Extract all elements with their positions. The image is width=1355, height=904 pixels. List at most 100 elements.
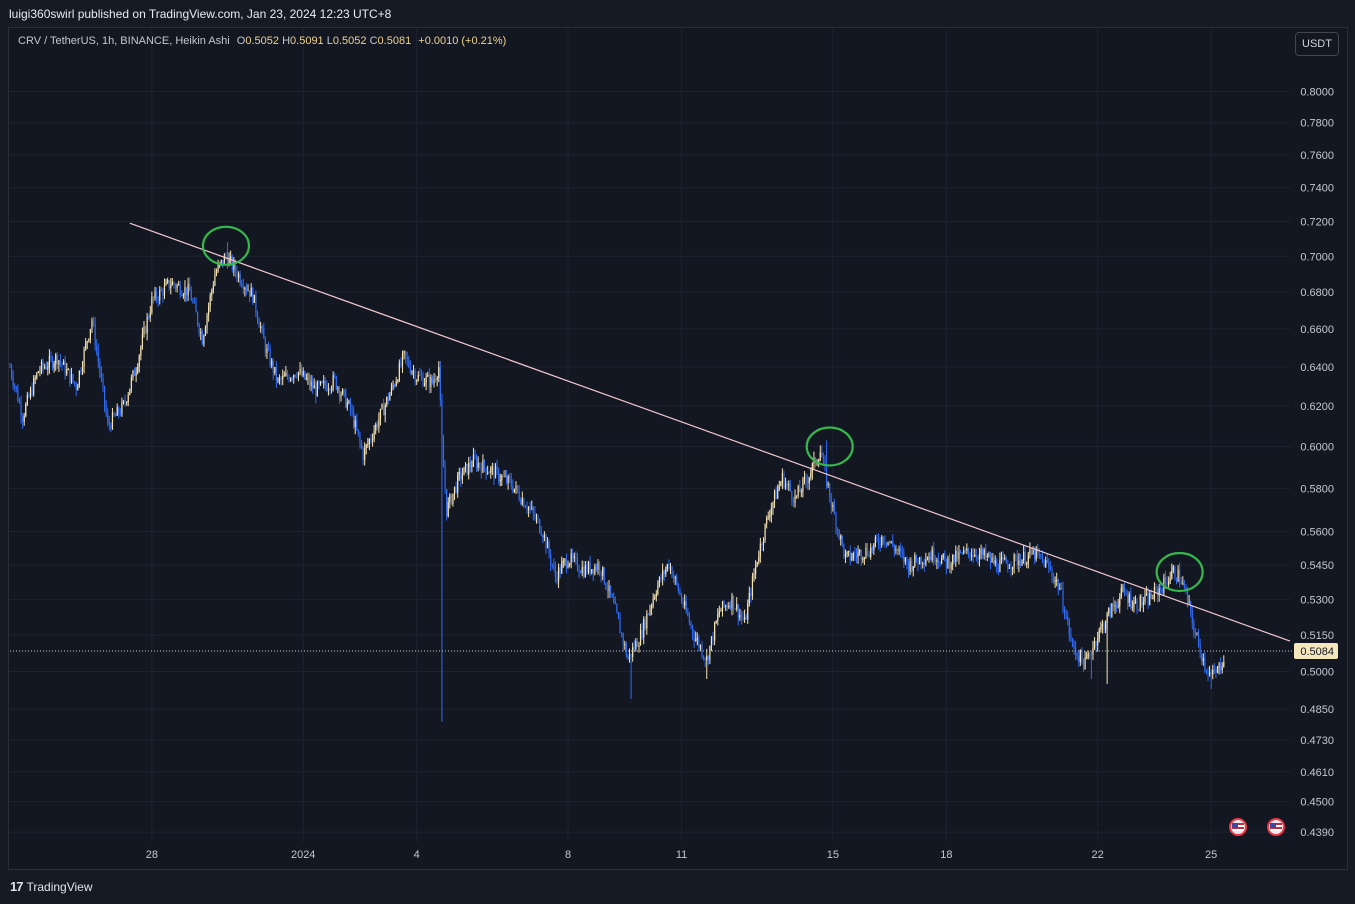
candle-body [75, 384, 77, 391]
candle-body [165, 282, 167, 286]
candle-body [170, 285, 172, 289]
y-axis-tick-label: 0.7000 [1300, 251, 1334, 263]
candle-body [450, 494, 452, 505]
candle-body [695, 638, 697, 641]
candle-body [849, 550, 851, 560]
candle-body [907, 562, 910, 572]
candle-body [1070, 634, 1072, 640]
candle-body [37, 371, 39, 373]
candle-body [721, 601, 724, 611]
candle-body [521, 498, 523, 505]
candle-body [113, 412, 115, 416]
candle-body [408, 359, 410, 367]
candle-body [1199, 642, 1201, 654]
candle-body [1207, 671, 1209, 675]
candle-body [143, 326, 145, 335]
candle-body [47, 367, 49, 370]
candle-body [879, 544, 881, 546]
candle-body [706, 656, 708, 661]
candle-body [321, 381, 323, 383]
us-flag-icon[interactable] [1267, 818, 1285, 836]
candle-body [551, 564, 553, 566]
candle-body [950, 564, 952, 569]
currency-button[interactable]: USDT [1295, 32, 1339, 56]
us-flag-icon[interactable] [1229, 818, 1247, 836]
candle-body [680, 594, 683, 602]
candle-body [1141, 595, 1143, 606]
candle-body [260, 327, 262, 329]
candle-body [1161, 589, 1163, 593]
candle-body [42, 361, 44, 368]
candle-body [1079, 650, 1081, 663]
candle-body [578, 569, 580, 573]
tradingview-logo[interactable]: 17 TradingView [10, 879, 93, 894]
candle-body [532, 507, 534, 514]
candle-body [482, 460, 484, 473]
candle-body [1059, 587, 1061, 590]
price-chart[interactable]: 0.8000 0.7800 0.7600 0.7400 0.7200 0.7000 0.68… [0, 0, 1355, 870]
candle-body [550, 554, 552, 565]
candle-body [780, 482, 782, 486]
candle-body [264, 338, 266, 354]
candle-body [44, 366, 46, 368]
candle-body [635, 641, 637, 650]
candle-body [520, 499, 522, 505]
candle-body [420, 375, 423, 377]
candle-body [627, 656, 629, 660]
candle-body [557, 567, 560, 582]
candle-body [146, 317, 148, 334]
candle-body [241, 283, 243, 286]
y-axis-tick-label: 0.4500 [1300, 797, 1334, 809]
candle-body [487, 472, 489, 474]
candle-body [844, 554, 847, 557]
candle-body [608, 585, 610, 592]
candle-body [255, 294, 257, 313]
candle-body [160, 289, 162, 291]
candle-body [699, 645, 702, 648]
candle-body [45, 366, 47, 370]
candle-body [338, 387, 341, 397]
chart-frame[interactable] [8, 27, 1348, 870]
candle-body [691, 625, 694, 634]
candle-body [698, 638, 700, 648]
candle-body [206, 315, 208, 328]
candle-body [280, 378, 282, 380]
candle-body [1212, 669, 1214, 675]
candle-body [688, 615, 691, 623]
trendline [129, 222, 1291, 642]
candle-body [357, 429, 359, 435]
candle-body [397, 380, 399, 382]
candle-body [152, 296, 155, 299]
candle-body [86, 341, 88, 343]
candle-body [969, 552, 971, 557]
candle-body [1067, 617, 1069, 621]
symbol-info[interactable]: CRV / TetherUS, 1h, BINANCE, Heikin Ashi [18, 35, 230, 47]
candle-body [1138, 609, 1140, 611]
candle-body [330, 387, 333, 391]
candle-body [353, 411, 355, 428]
candle-body [941, 558, 943, 564]
candle-body [854, 553, 856, 556]
candle-body [772, 502, 774, 509]
candle-body [1037, 548, 1039, 554]
candle-body [1041, 557, 1044, 560]
candle-body [840, 535, 842, 539]
candle-body [488, 472, 490, 474]
candle-body [1116, 604, 1118, 607]
y-axis-tick-label: 0.6600 [1300, 324, 1334, 336]
candle-body [474, 454, 476, 459]
candle-body [493, 466, 495, 479]
candle-body [416, 380, 418, 382]
candle-body [748, 593, 750, 604]
candle-body [704, 658, 706, 661]
candle-body [906, 557, 908, 563]
candle-body [1114, 604, 1116, 607]
candle-body [803, 477, 806, 480]
candle-body [1168, 581, 1170, 586]
candle-body [1125, 593, 1127, 596]
annotation-circle [1155, 551, 1204, 593]
candle-body [307, 377, 309, 379]
candle-body [641, 629, 643, 638]
candle-body [288, 377, 290, 381]
candle-body [594, 566, 596, 574]
